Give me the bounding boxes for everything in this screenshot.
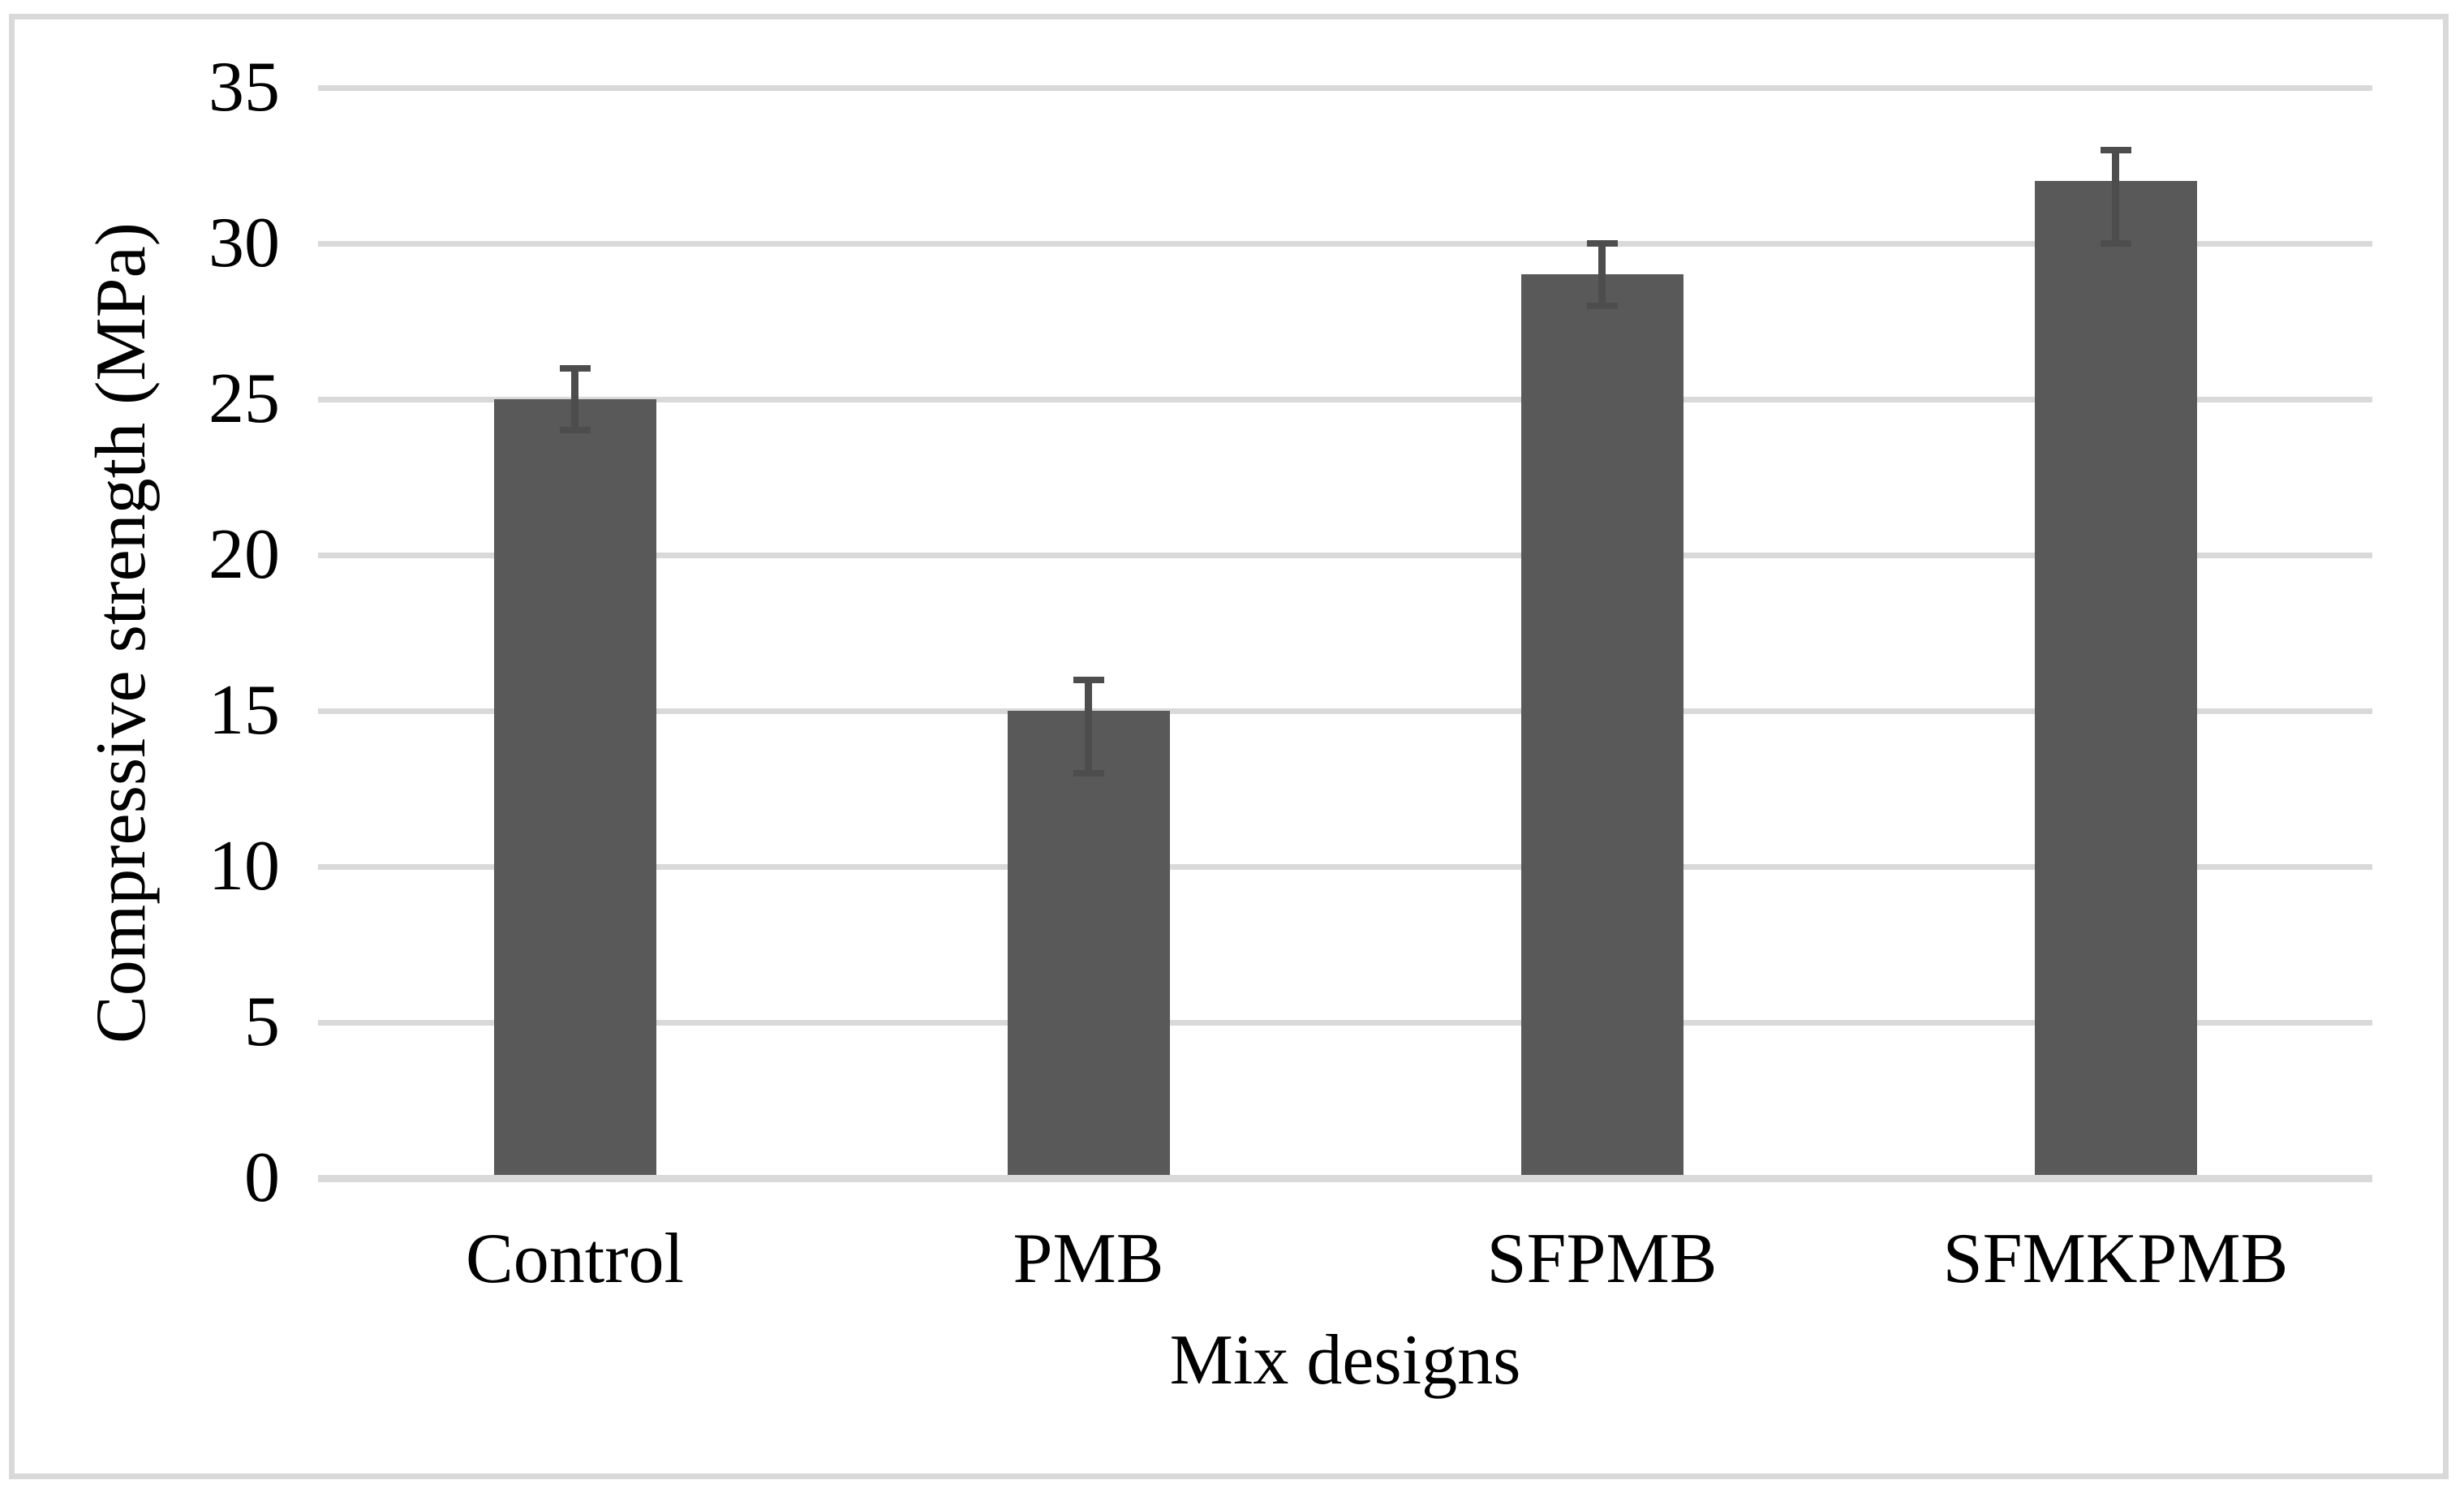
category-label-control: Control <box>466 1220 684 1298</box>
error-cap-bottom-control <box>559 427 591 434</box>
x-axis-title: Mix designs <box>1169 1321 1521 1400</box>
error-cap-bottom-sfmkpmb <box>2100 240 2131 247</box>
error-cap-bottom-sfpmb <box>1586 302 1618 309</box>
x-axis-line <box>318 1174 2372 1182</box>
error-stem-pmb <box>1085 679 1092 773</box>
gridline-y35 <box>318 84 2372 91</box>
category-label-sfpmb: SFPMB <box>1486 1220 1718 1298</box>
bar-pmb <box>1007 711 1170 1178</box>
category-label-sfmkpmb: SFMKPMB <box>1942 1220 2289 1298</box>
gridline-y15 <box>318 708 2372 714</box>
error-stem-control <box>571 368 578 431</box>
y-axis-title: Compressive strength (MPa) <box>82 222 161 1043</box>
y-tick-label-35: 35 <box>209 48 280 127</box>
gridline-y10 <box>318 863 2372 870</box>
y-tick-label-0: 0 <box>244 1138 280 1217</box>
bar-sfpmb <box>1520 274 1684 1178</box>
y-tick-label-20: 20 <box>209 515 280 594</box>
error-cap-top-control <box>559 364 591 372</box>
error-cap-bottom-pmb <box>1073 769 1104 777</box>
error-cap-top-pmb <box>1073 676 1104 683</box>
error-stem-sfmkpmb <box>2112 149 2119 243</box>
chart-border <box>9 14 2449 1479</box>
y-tick-label-25: 25 <box>209 359 280 438</box>
gridline-y30 <box>318 240 2372 247</box>
error-cap-top-sfpmb <box>1586 240 1618 247</box>
bar-control <box>493 399 656 1178</box>
gridline-y20 <box>318 552 2372 558</box>
error-stem-sfpmb <box>1598 243 1606 306</box>
y-tick-label-10: 10 <box>209 827 280 906</box>
error-cap-top-sfmkpmb <box>2100 146 2131 153</box>
gridline-y5 <box>318 1019 2372 1026</box>
y-tick-label-5: 5 <box>244 983 280 1061</box>
y-tick-label-30: 30 <box>209 204 280 282</box>
gridline-y25 <box>318 396 2372 402</box>
category-label-pmb: PMB <box>1013 1220 1164 1298</box>
bar-sfmkpmb <box>2034 181 2197 1178</box>
y-tick-label-15: 15 <box>209 671 280 750</box>
plot-area <box>318 84 2372 1182</box>
